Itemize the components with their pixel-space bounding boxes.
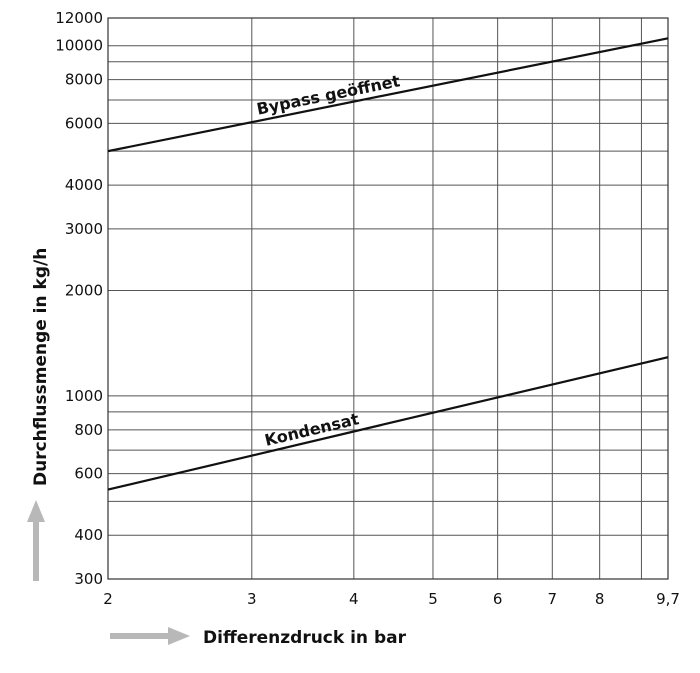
x-axis-arrow-icon bbox=[110, 627, 190, 645]
y-tick-label: 800 bbox=[74, 421, 103, 439]
y-tick-label: 8000 bbox=[65, 71, 103, 89]
series-layer: Bypass geöffnet Kondensat bbox=[107, 37, 669, 491]
y-tick-label: 10000 bbox=[55, 37, 103, 55]
x-tick-label: 4 bbox=[349, 590, 359, 608]
x-tick-label: 2 bbox=[103, 590, 113, 608]
y-tick-label: 1000 bbox=[65, 387, 103, 405]
x-tick-label: 3 bbox=[247, 590, 257, 608]
y-tick-label: 2000 bbox=[65, 281, 103, 299]
x-tick-label: 9,7 bbox=[656, 590, 680, 608]
plot-frame bbox=[107, 17, 669, 580]
tick-labels: 300 400 600 800 1000 2000 3000 4000 6000 8000 1000… bbox=[55, 9, 680, 608]
series-label: Bypass geöffnet bbox=[255, 71, 402, 118]
y-tick-label: 400 bbox=[74, 526, 103, 544]
y-tick-label: 6000 bbox=[65, 114, 103, 132]
series-line bbox=[107, 356, 669, 491]
y-tick-label: 3000 bbox=[65, 220, 103, 238]
x-tick-label: 6 bbox=[493, 590, 503, 608]
grid bbox=[107, 17, 669, 580]
x-tick-label: 7 bbox=[548, 590, 558, 608]
x-axis-title: Differenzdruck in bar bbox=[203, 628, 407, 648]
y-tick-label: 300 bbox=[74, 570, 103, 588]
y-tick-label: 12000 bbox=[55, 9, 103, 27]
x-tick-label: 8 bbox=[595, 590, 605, 608]
y-axis-title-group: Durchflussmenge in kg/h bbox=[27, 248, 51, 581]
series-line bbox=[107, 37, 669, 153]
x-tick-label: 5 bbox=[428, 590, 438, 608]
y-tick-label: 600 bbox=[74, 465, 103, 483]
y-axis-title: Durchflussmenge in kg/h bbox=[31, 248, 51, 486]
y-axis-arrow-icon bbox=[27, 500, 45, 581]
y-tick-label: 4000 bbox=[65, 176, 103, 194]
x-axis-title-group: Differenzdruck in bar bbox=[110, 627, 407, 648]
series-label: Kondensat bbox=[263, 409, 361, 450]
